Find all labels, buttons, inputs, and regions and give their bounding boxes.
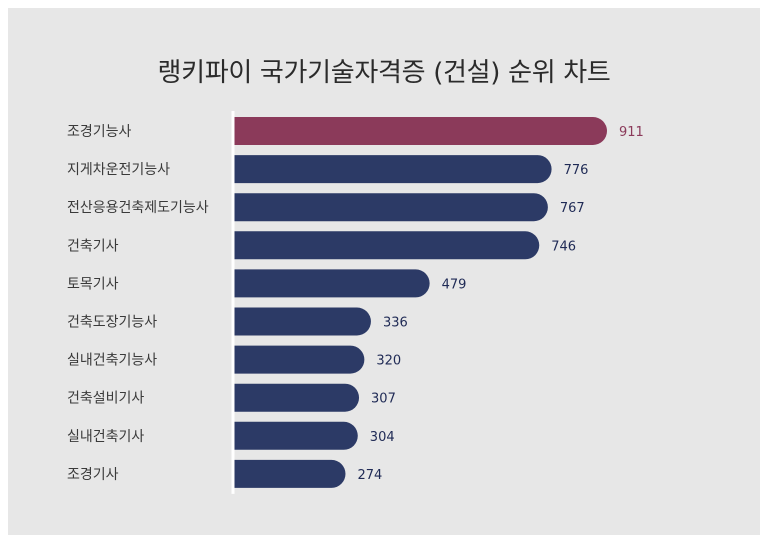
category-label: 지게차운전기능사 <box>67 162 170 178</box>
bar-9 <box>233 421 358 450</box>
category-label: 건축도장기능사 <box>67 315 157 331</box>
category-label: 조경기사 <box>67 467 119 483</box>
category-label: 전산응용건축제도기능사 <box>67 200 209 216</box>
bar-1 <box>233 117 607 145</box>
value-label: 776 <box>564 163 589 178</box>
category-label: 실내건축기능사 <box>67 353 157 369</box>
chart-title: 랭키파이 국가기술자격증 (건설) 순위 차트 <box>157 58 611 88</box>
value-label: 911 <box>619 125 644 140</box>
bar-2 <box>233 155 552 184</box>
value-label: 746 <box>551 239 576 254</box>
bar-5 <box>233 269 430 298</box>
category-label: 조경기능사 <box>67 124 132 140</box>
bar-6 <box>233 307 371 336</box>
bar-10 <box>233 459 346 488</box>
bar-8 <box>233 383 360 412</box>
value-label: 320 <box>376 354 401 369</box>
value-label: 336 <box>383 316 408 331</box>
value-label: 307 <box>371 392 396 407</box>
value-label: 767 <box>560 201 585 216</box>
value-label: 304 <box>370 430 395 445</box>
bar-4 <box>233 231 540 260</box>
category-label: 건축기사 <box>67 238 119 254</box>
category-label: 실내건축기사 <box>67 429 144 445</box>
value-label: 274 <box>357 468 382 483</box>
bar-3 <box>233 193 548 222</box>
category-label: 토목기사 <box>67 276 119 292</box>
bar-7 <box>233 345 365 374</box>
value-label: 479 <box>442 277 467 292</box>
category-label: 건축설비기사 <box>67 391 144 407</box>
